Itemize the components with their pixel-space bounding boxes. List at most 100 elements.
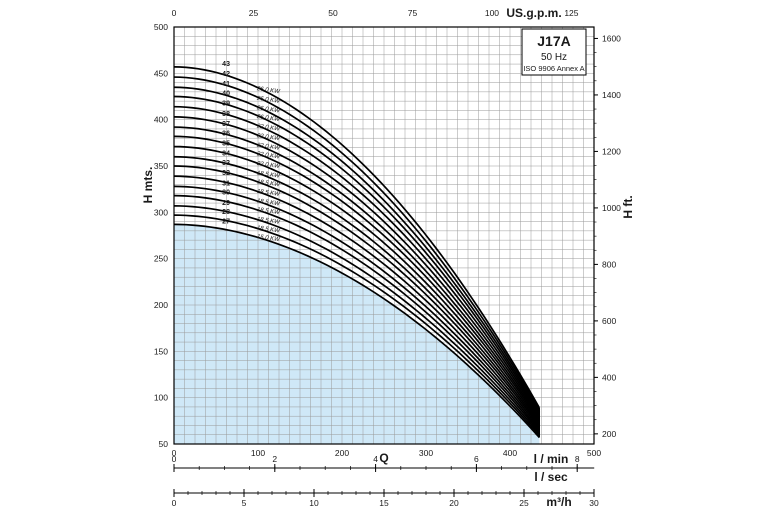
power-label-30: 18.5 KW — [256, 207, 281, 216]
lps-axis-title: l / sec — [534, 470, 568, 484]
top-tick-label: 75 — [408, 8, 418, 18]
power-label-31: 18.5 KW — [256, 198, 281, 207]
stage-label-42: 42 — [222, 71, 230, 78]
x-tick-label: 0 — [172, 448, 177, 458]
pump-curve-34 — [173, 155, 541, 426]
lps-tick-label: 0 — [172, 454, 177, 464]
pump-curve-38 — [173, 116, 541, 418]
y-tick-label: 350 — [154, 161, 168, 171]
pump-curve-29 — [173, 205, 541, 435]
pump-curve-37 — [173, 126, 541, 420]
m3h-tick-label: 30 — [589, 498, 599, 508]
stage-label-27: 27 — [222, 218, 230, 225]
stage-label-36: 36 — [222, 130, 230, 137]
lps-tick-label: 6 — [474, 454, 479, 464]
right-tick-label: 1400 — [602, 90, 621, 100]
right-tick-label: 600 — [602, 316, 616, 326]
pump-curve-42 — [173, 76, 541, 411]
stage-label-30: 30 — [222, 190, 230, 197]
y-tick-label: 400 — [154, 115, 168, 125]
power-label-35: 22.0 KW — [255, 161, 281, 170]
y-right-axis-title: H ft. — [621, 195, 635, 218]
m3h-tick-label: 20 — [449, 498, 459, 508]
stage-label-41: 41 — [222, 81, 230, 88]
stage-label-31: 31 — [222, 180, 230, 187]
lps-tick-label: 8 — [575, 454, 580, 464]
power-label-27: 15.0 KW — [256, 234, 281, 243]
top-tick-label: 125 — [564, 8, 578, 18]
stage-label-33: 33 — [222, 160, 230, 167]
y-tick-label: 100 — [154, 393, 168, 403]
lps-tick-label: 4 — [373, 454, 378, 464]
standard-label: ISO 9906 Annex A — [523, 64, 584, 73]
power-label-28: 18.5 KW — [256, 225, 281, 234]
power-label-33: 18.5 KW — [256, 179, 281, 188]
y-tick-label: 150 — [154, 346, 168, 356]
power-label-34: 18.5 KW — [256, 171, 281, 180]
power-label-41: 26.0 KW — [255, 105, 281, 114]
m3h-tick-label: 15 — [379, 498, 389, 508]
lpm-axis-title: l / min — [534, 452, 569, 466]
x-tick-label: 200 — [335, 448, 349, 458]
stage-label-35: 35 — [222, 141, 230, 148]
stage-label-29: 29 — [222, 200, 230, 207]
power-label-43: 26.0 KW — [255, 86, 281, 95]
pump-curve-40 — [173, 95, 541, 414]
pump-curve-43 — [173, 66, 541, 409]
stage-label-39: 39 — [222, 101, 230, 108]
power-label-39: 22.0 KW — [255, 123, 281, 132]
m3h-axis-title: m³/h — [546, 495, 571, 509]
y-tick-label: 250 — [154, 254, 168, 264]
power-label-38: 22.0 KW — [255, 133, 281, 142]
plot-frame — [173, 26, 595, 445]
right-tick-label: 1600 — [602, 33, 621, 43]
y-axis-title: H mts. — [141, 167, 155, 204]
grid — [173, 26, 595, 445]
pump-curve-33 — [173, 165, 541, 427]
right-tick-label: 1200 — [602, 146, 621, 156]
right-tick-label: 400 — [602, 372, 616, 382]
chart-title: J17A — [537, 33, 570, 49]
m3h-tick-label: 25 — [519, 498, 529, 508]
frequency-label: 50 Hz — [541, 52, 567, 63]
x-axis-title: Q — [379, 451, 388, 465]
stage-label-38: 38 — [222, 111, 230, 118]
stage-label-32: 32 — [222, 170, 230, 177]
stage-label-34: 34 — [222, 151, 230, 158]
pump-curve-27 — [173, 223, 541, 439]
stage-label-28: 28 — [222, 209, 230, 216]
stage-label-43: 43 — [222, 61, 230, 68]
top-axis-title: US.g.p.m. — [506, 6, 561, 20]
stage-label-40: 40 — [222, 91, 230, 98]
m3h-tick-label: 10 — [309, 498, 319, 508]
m3h-tick-label: 0 — [172, 498, 177, 508]
pump-curve-35 — [173, 145, 541, 424]
curves-layer: 27 15.0 KW 28 18.5 KW 29 18.5 KW 30 18.5 KW 31 18… — [173, 61, 541, 439]
pump-curve-28 — [173, 214, 541, 437]
x-tick-label: 400 — [503, 448, 517, 458]
pump-curve-39 — [173, 105, 541, 416]
stage-label-37: 37 — [222, 121, 230, 128]
lps-tick-label: 2 — [272, 454, 277, 464]
x-tick-label: 100 — [251, 448, 265, 458]
title-box — [521, 28, 587, 76]
top-tick-label: 0 — [172, 8, 177, 18]
y-tick-label: 450 — [154, 68, 168, 78]
y-tick-label: 500 — [154, 22, 168, 32]
right-tick-label: 1000 — [602, 203, 621, 213]
x-tick-label: 500 — [587, 448, 601, 458]
y-tick-label: 200 — [154, 300, 168, 310]
pump-curve-31 — [173, 185, 541, 431]
coverage-fill-layer — [174, 224, 540, 444]
pump-curve-32 — [173, 175, 541, 429]
power-label-42: 26.0 KW — [255, 96, 281, 105]
power-label-37: 22.0 KW — [255, 142, 281, 151]
coverage-area — [174, 224, 540, 444]
y-tick-label: 50 — [159, 439, 169, 449]
right-tick-label: 200 — [602, 429, 616, 439]
power-label-40: 26.0 KW — [255, 114, 281, 123]
power-label-36: 22.0 KW — [255, 151, 281, 160]
power-label-29: 18.5 KW — [256, 217, 281, 226]
